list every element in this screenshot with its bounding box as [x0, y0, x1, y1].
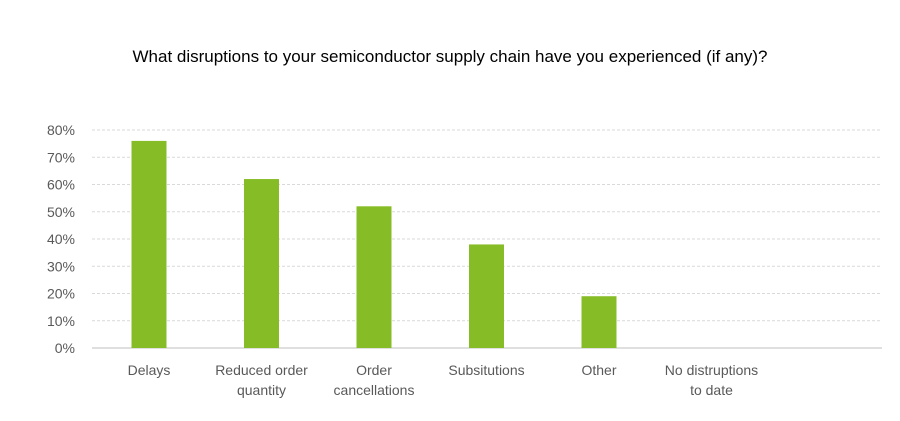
y-tick-label: 10% — [47, 313, 75, 329]
y-tick-label: 50% — [47, 204, 75, 220]
y-tick-label: 40% — [47, 231, 75, 247]
bar — [244, 179, 279, 348]
x-category-label: Subsitutions — [448, 362, 524, 378]
y-tick-label: 80% — [47, 122, 75, 138]
y-tick-label: 70% — [47, 149, 75, 165]
y-tick-label: 0% — [55, 340, 75, 356]
y-tick-label: 60% — [47, 177, 75, 193]
x-category-label: No distruptions to date — [665, 362, 758, 398]
bar — [131, 140, 167, 348]
chart-title: What disruptions to your semiconductor s… — [132, 47, 768, 66]
y-tick-label: 20% — [47, 286, 75, 302]
bar — [469, 244, 504, 348]
x-category-label: Order cancellations — [334, 362, 415, 398]
bar — [356, 206, 392, 348]
x-category-label: Other — [581, 362, 616, 378]
bar — [581, 296, 617, 348]
x-category-label: Reduced order quantity — [215, 362, 308, 398]
y-tick-label: 30% — [47, 258, 75, 274]
x-category-label: Delays — [128, 362, 171, 378]
